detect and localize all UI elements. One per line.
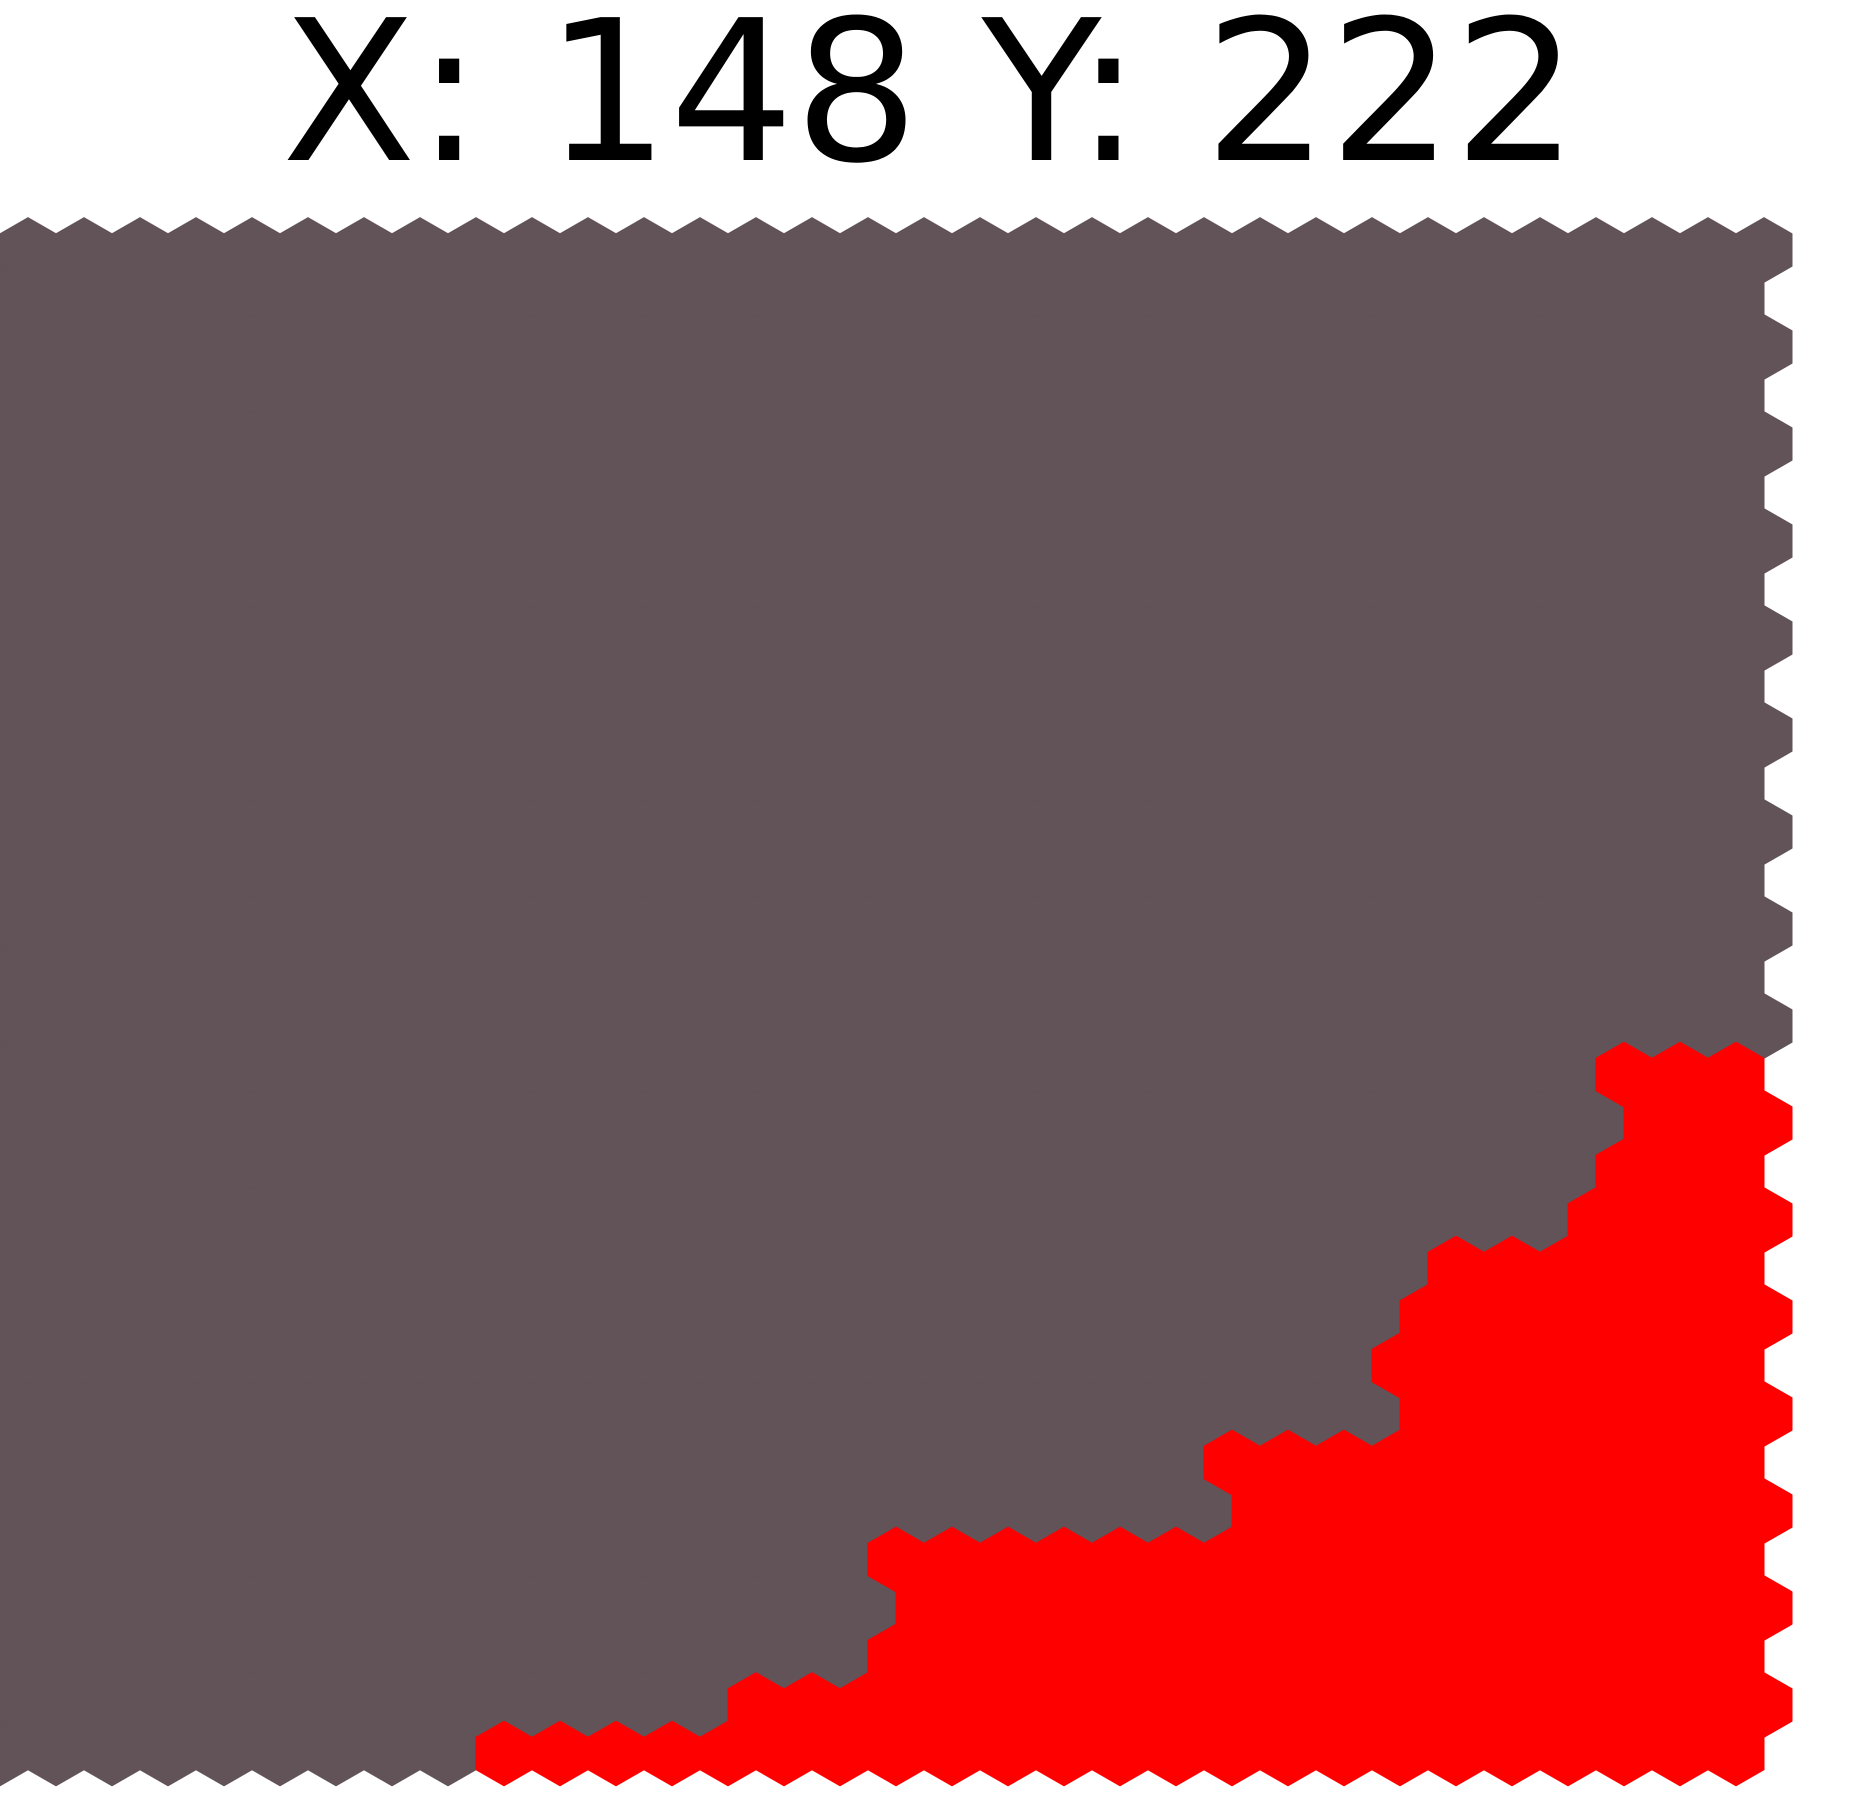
x-label: X: — [281, 0, 483, 207]
red-territory-region[interactable] — [475, 1041, 1793, 1787]
coordinate-readout: X: 148 Y: 222 — [0, 0, 1860, 191]
y-value: 222 — [1204, 0, 1579, 207]
x-value: 148 — [544, 0, 919, 207]
y-label: Y: — [981, 0, 1142, 207]
neutral-land-region[interactable] — [0, 217, 1793, 1787]
territory-hex[interactable] — [1707, 1720, 1765, 1787]
